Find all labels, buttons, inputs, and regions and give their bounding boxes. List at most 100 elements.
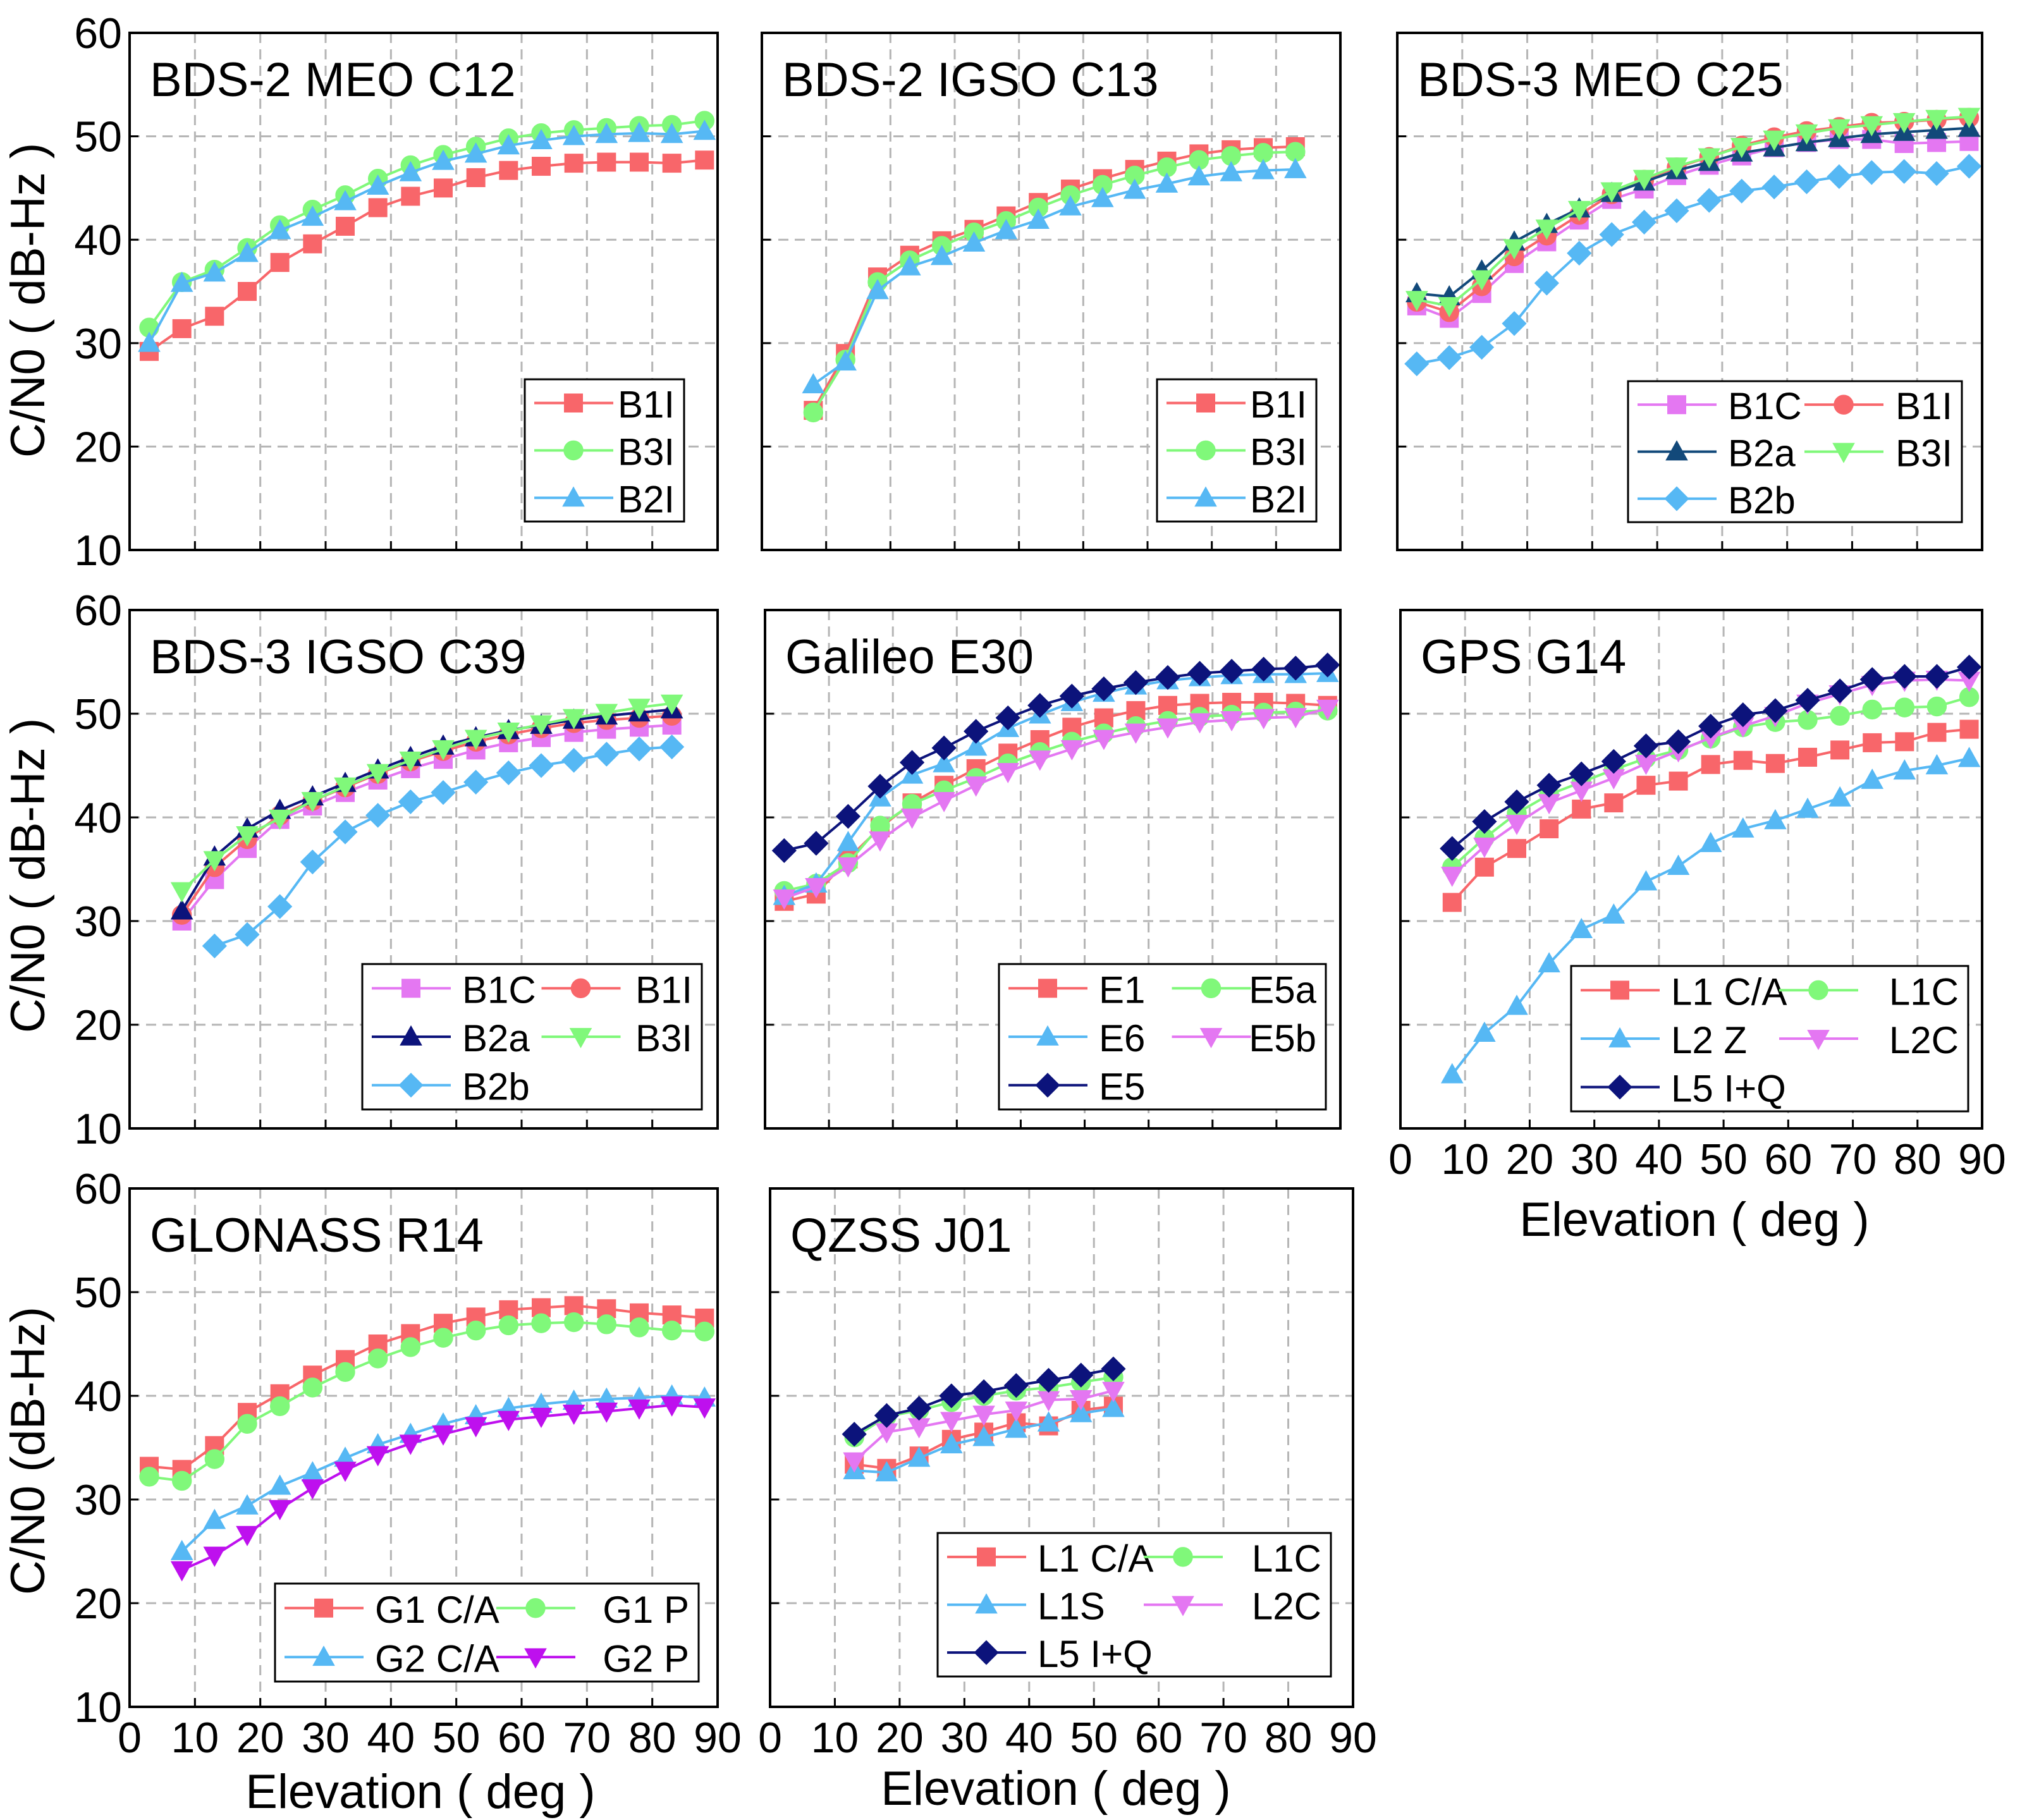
data-point-g2-c-a bbox=[170, 1539, 193, 1560]
data-point-l5-i-q bbox=[1504, 789, 1529, 815]
data-point-g1-p bbox=[498, 1315, 519, 1336]
data-point-b1i bbox=[401, 186, 420, 206]
data-point-l1-c-a bbox=[1927, 723, 1947, 742]
series-line-b1i bbox=[1416, 116, 1969, 314]
legend-label-g1-c-a: G1 C/A bbox=[375, 1589, 499, 1631]
x-tick-label: 70 bbox=[1829, 1135, 1877, 1183]
data-point-b2i bbox=[399, 161, 422, 181]
legend-label-b2a: B2a bbox=[462, 1017, 530, 1060]
data-point-g1-p bbox=[596, 1314, 617, 1334]
data-point-l5-i-q bbox=[971, 1379, 996, 1405]
data-point-l1s bbox=[1102, 1396, 1125, 1417]
x-tick-label: 0 bbox=[118, 1714, 142, 1762]
plot-frame bbox=[1396, 32, 1983, 551]
x-tick-label: 50 bbox=[1699, 1135, 1748, 1183]
data-point-l5-i-q bbox=[1069, 1362, 1094, 1388]
data-point-e5b bbox=[1156, 718, 1179, 739]
data-point-e5b bbox=[1124, 723, 1148, 744]
legend-label-b1c: B1C bbox=[462, 968, 536, 1011]
legend: B1C B1I B2a B3I B2b bbox=[1627, 380, 1963, 523]
x-tick-label: 40 bbox=[367, 1714, 415, 1762]
data-point-b1i bbox=[597, 152, 616, 172]
data-point-b3i bbox=[1892, 113, 1916, 133]
data-point-g2-p bbox=[170, 1561, 193, 1582]
data-point-b3i bbox=[1957, 107, 1981, 128]
y-tick-label: 30 bbox=[74, 898, 122, 946]
legend-box bbox=[274, 1582, 700, 1683]
data-point-e5 bbox=[1027, 693, 1053, 718]
data-point-b3i bbox=[464, 730, 487, 750]
data-point-b2b bbox=[1859, 160, 1884, 185]
series-line-b1i bbox=[148, 159, 705, 353]
data-point-b2b bbox=[1436, 345, 1462, 370]
legend-marker-e5b bbox=[1199, 1028, 1223, 1049]
data-point-e6 bbox=[964, 735, 988, 756]
x-tick-label: 70 bbox=[563, 1714, 611, 1762]
legend-label-l1c: L1C bbox=[1889, 970, 1959, 1013]
data-point-b1i bbox=[532, 157, 551, 176]
data-point-l2c bbox=[1069, 1390, 1093, 1411]
data-point-b2i bbox=[334, 190, 357, 211]
data-point-b2i bbox=[962, 231, 986, 252]
data-point-e5 bbox=[1219, 659, 1244, 684]
x-tick-label: 80 bbox=[1265, 1714, 1313, 1762]
data-point-l1s bbox=[1005, 1417, 1028, 1438]
panel-bds-3-meo-c25: BDS-3 MEO C25 B1C B1I B2a B3I B2b bbox=[1396, 32, 1983, 551]
data-point-l1c bbox=[1830, 705, 1850, 726]
chart-title: BDS-2 MEO C12 bbox=[150, 53, 516, 107]
data-point-b1i bbox=[466, 168, 486, 188]
data-point-b1i bbox=[270, 253, 290, 272]
data-point-b3i bbox=[1665, 157, 1688, 178]
data-point-b2b bbox=[659, 734, 685, 760]
data-point-b3i bbox=[1438, 297, 1461, 318]
data-point-g2-p bbox=[399, 1434, 422, 1455]
data-point-l2-z bbox=[1764, 809, 1787, 829]
data-point-e5 bbox=[1059, 683, 1084, 709]
data-point-b3i bbox=[366, 764, 389, 785]
legend-label-g2-c-a: G2 C/A bbox=[375, 1637, 499, 1680]
data-point-b2b bbox=[1567, 240, 1592, 266]
x-tick-label: 40 bbox=[1005, 1714, 1053, 1762]
data-point-b3i bbox=[595, 704, 618, 724]
legend-marker-b2i bbox=[1194, 486, 1217, 507]
chart-title: Galileo E30 bbox=[785, 630, 1034, 684]
data-point-e5 bbox=[1123, 670, 1149, 695]
data-point-e5 bbox=[1091, 676, 1117, 702]
data-point-b2i bbox=[497, 134, 520, 155]
y-tick-label: 60 bbox=[74, 1165, 122, 1213]
data-point-l5-i-q bbox=[1730, 702, 1756, 728]
data-point-b1i bbox=[499, 161, 518, 180]
data-point-e5b bbox=[1220, 711, 1243, 731]
legend-label-l1c: L1C bbox=[1252, 1537, 1321, 1580]
data-point-e5 bbox=[835, 803, 861, 829]
y-tick-label: 40 bbox=[74, 1372, 122, 1420]
data-point-l5-i-q bbox=[1827, 678, 1852, 704]
data-point-b3i bbox=[236, 826, 259, 847]
data-point-l2c bbox=[972, 1405, 995, 1426]
data-point-l2c bbox=[1440, 866, 1464, 887]
data-point-l5-i-q bbox=[842, 1422, 867, 1447]
data-point-b1i bbox=[336, 216, 355, 236]
data-point-e5 bbox=[899, 750, 925, 775]
data-point-l5-i-q bbox=[1859, 667, 1885, 692]
data-point-l2-z bbox=[1473, 1021, 1496, 1042]
data-point-b2b bbox=[365, 803, 391, 828]
series-line-b3i bbox=[181, 702, 672, 892]
series-line-b2i bbox=[812, 168, 1295, 386]
plot-frame bbox=[769, 1187, 1354, 1708]
data-point-e5 bbox=[804, 831, 829, 856]
legend-marker-g1-p bbox=[525, 1598, 546, 1618]
data-point-b3i bbox=[530, 715, 553, 736]
data-point-b2i bbox=[138, 331, 161, 352]
legend-marker-b1i bbox=[1196, 393, 1215, 413]
data-point-g2-p bbox=[464, 1417, 487, 1438]
data-point-g2-p bbox=[203, 1546, 226, 1567]
legend-marker-b1i bbox=[1834, 394, 1854, 415]
legend-label-e6: E6 bbox=[1099, 1017, 1145, 1060]
data-point-g1-p bbox=[237, 1414, 257, 1434]
data-point-b3i bbox=[334, 777, 357, 798]
data-point-b2b bbox=[333, 819, 358, 845]
data-point-b2i bbox=[1155, 172, 1179, 193]
